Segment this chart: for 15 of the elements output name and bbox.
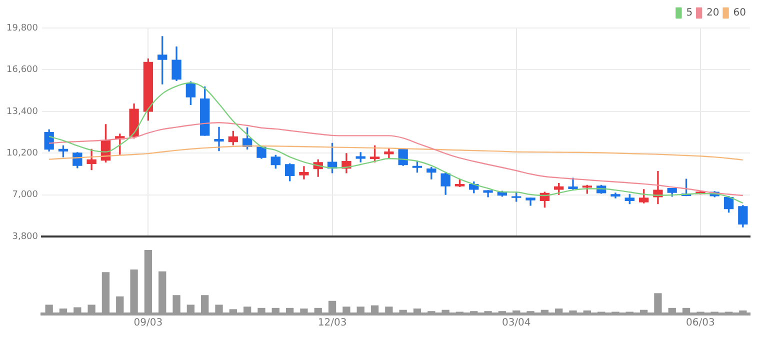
y-tick-label: 13,400 (6, 106, 38, 117)
legend-label: 20 (706, 8, 720, 19)
x-tick-label: 06/03 (686, 318, 715, 329)
y-tick-label: 16,600 (6, 65, 38, 76)
legend-label: 60 (733, 8, 746, 19)
x-tick-label: 12/03 (318, 318, 347, 329)
y-tick-label: 7,000 (12, 190, 38, 200)
y-tick-label: 10,200 (6, 148, 38, 159)
candlestick (384, 148, 394, 159)
y-tick-label: 3,800 (12, 232, 38, 242)
y-tick-label: 19,800 (6, 23, 38, 34)
candlestick (526, 198, 536, 206)
legend-label: 5 (686, 8, 693, 19)
x-tick-label: 09/03 (134, 318, 163, 329)
x-tick-label: 03/04 (502, 318, 531, 329)
